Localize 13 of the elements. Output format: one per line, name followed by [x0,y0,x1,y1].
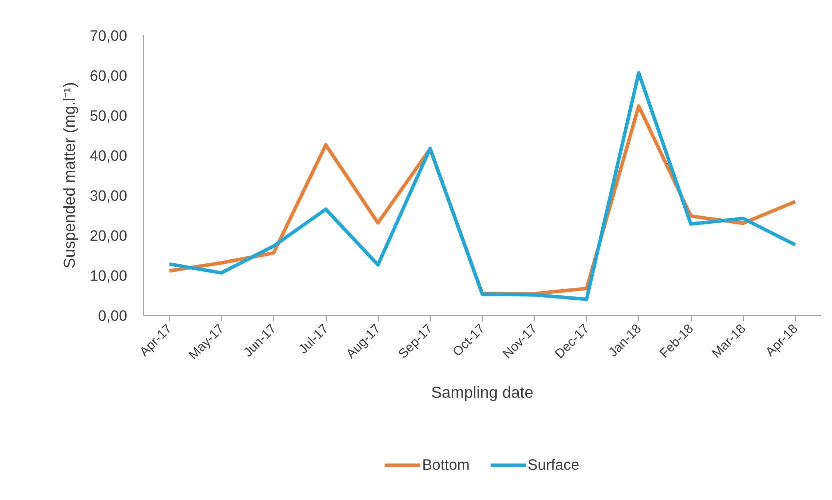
line-series [168,71,798,302]
y-tick-label: 10,00 [90,268,128,285]
y-axis-title: Suspended matter (mg.l⁻¹) [62,82,79,269]
y-tick-label: 50,00 [90,108,128,125]
legend-label: Bottom [422,456,470,474]
y-tick-label: 30,00 [90,188,128,205]
y-tick-label: 70,00 [90,28,128,45]
legend-label: Surface [528,456,580,474]
y-tick-label: 0,00 [98,308,128,325]
y-tick-label: 40,00 [90,148,128,165]
y-tick-label: 60,00 [90,68,128,85]
y-tick-label: 20,00 [90,228,128,245]
x-axis-title: Sampling date [431,384,534,402]
